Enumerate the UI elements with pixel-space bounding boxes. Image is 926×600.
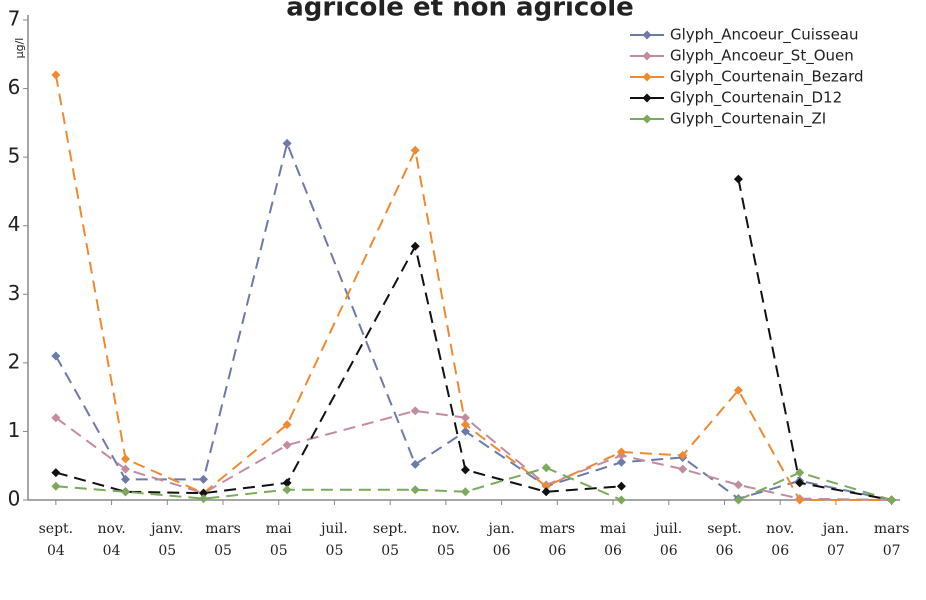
data-point — [121, 474, 131, 484]
data-point — [460, 420, 470, 430]
data-point — [51, 351, 61, 361]
data-point — [541, 463, 551, 473]
data-point — [121, 454, 131, 464]
legend-label: Glyph_Courtenain_ZI — [670, 110, 826, 129]
legend-label: Glyph_Courtenain_Bezard — [670, 68, 864, 87]
legend-marker — [642, 51, 652, 61]
legend-marker — [642, 93, 652, 103]
y-axis-label: µg/l — [13, 38, 26, 59]
x-tick-label: sept. 06 — [707, 521, 742, 559]
data-point — [282, 478, 292, 488]
data-point — [460, 426, 470, 436]
data-point — [616, 481, 626, 491]
data-point — [733, 495, 743, 505]
data-point — [410, 485, 420, 495]
data-point — [410, 241, 420, 251]
x-tick-label: jan. 06 — [488, 521, 515, 559]
series-line — [54, 140, 892, 501]
y-tick-label: 3 — [8, 281, 21, 305]
data-point — [887, 495, 897, 505]
y-tick-label: 1 — [8, 418, 21, 442]
x-tick-label: mars 06 — [539, 521, 576, 559]
legend-label: Glyph_Ancoeur_St_Ouen — [670, 47, 854, 66]
data-point — [795, 478, 805, 488]
data-point — [199, 494, 209, 504]
data-point — [678, 450, 688, 460]
data-point — [733, 174, 743, 184]
data-point — [199, 488, 209, 498]
data-point — [541, 487, 551, 497]
data-point — [51, 481, 61, 491]
data-point — [199, 474, 209, 484]
data-point — [282, 138, 292, 148]
data-point — [460, 487, 470, 497]
data-point — [460, 465, 470, 475]
data-point — [733, 385, 743, 395]
y-tick-label: 2 — [8, 349, 21, 373]
chart-title: agricole et non agricole — [286, 0, 634, 23]
legend-marker — [642, 72, 652, 82]
data-point — [282, 485, 292, 495]
data-point — [121, 464, 131, 474]
data-point — [733, 480, 743, 490]
data-point — [616, 457, 626, 467]
x-tick-label: juil. 05 — [321, 521, 348, 559]
y-tick-label: 4 — [8, 212, 21, 236]
data-point — [616, 495, 626, 505]
x-tick-label: mars 05 — [205, 521, 241, 559]
y-tick-label: 7 — [8, 7, 21, 31]
y-tick-label: 0 — [8, 487, 21, 511]
x-tick-label: juil. 06 — [655, 521, 683, 559]
data-point — [678, 464, 688, 474]
x-tick-label: mai 06 — [599, 521, 627, 559]
data-point — [51, 413, 61, 423]
series-line — [55, 409, 892, 501]
data-point — [51, 70, 61, 80]
data-point — [282, 440, 292, 450]
data-point — [616, 447, 626, 457]
x-tick-label: jan. 07 — [822, 521, 849, 559]
legend-marker — [642, 30, 652, 40]
y-tick-label: 6 — [8, 75, 21, 99]
data-point — [795, 468, 805, 478]
x-tick-label: nov. 04 — [97, 521, 126, 559]
y-tick-label: 5 — [8, 144, 21, 168]
data-point — [460, 413, 470, 423]
data-point — [410, 459, 420, 469]
x-tick-label: mars 07 — [873, 521, 910, 559]
x-tick-label: mai 05 — [265, 521, 292, 559]
data-point — [410, 145, 420, 155]
data-point — [541, 481, 551, 491]
data-point — [121, 487, 131, 497]
data-point — [282, 420, 292, 430]
x-tick-label: janv. 05 — [151, 521, 184, 559]
x-tick-label: sept. 04 — [38, 521, 74, 559]
data-point — [51, 468, 61, 478]
data-point — [795, 495, 805, 505]
x-tick-label: nov. 05 — [431, 521, 460, 559]
legend-marker — [642, 114, 652, 124]
x-tick-label: nov. 06 — [766, 521, 795, 559]
series-line — [54, 74, 892, 501]
legend-label: Glyph_Courtenain_D12 — [670, 89, 842, 108]
x-tick-label: sept. 05 — [372, 521, 408, 559]
series-line — [55, 178, 892, 501]
legend-label: Glyph_Ancoeur_Cuisseau — [670, 26, 859, 45]
data-point — [410, 406, 420, 416]
